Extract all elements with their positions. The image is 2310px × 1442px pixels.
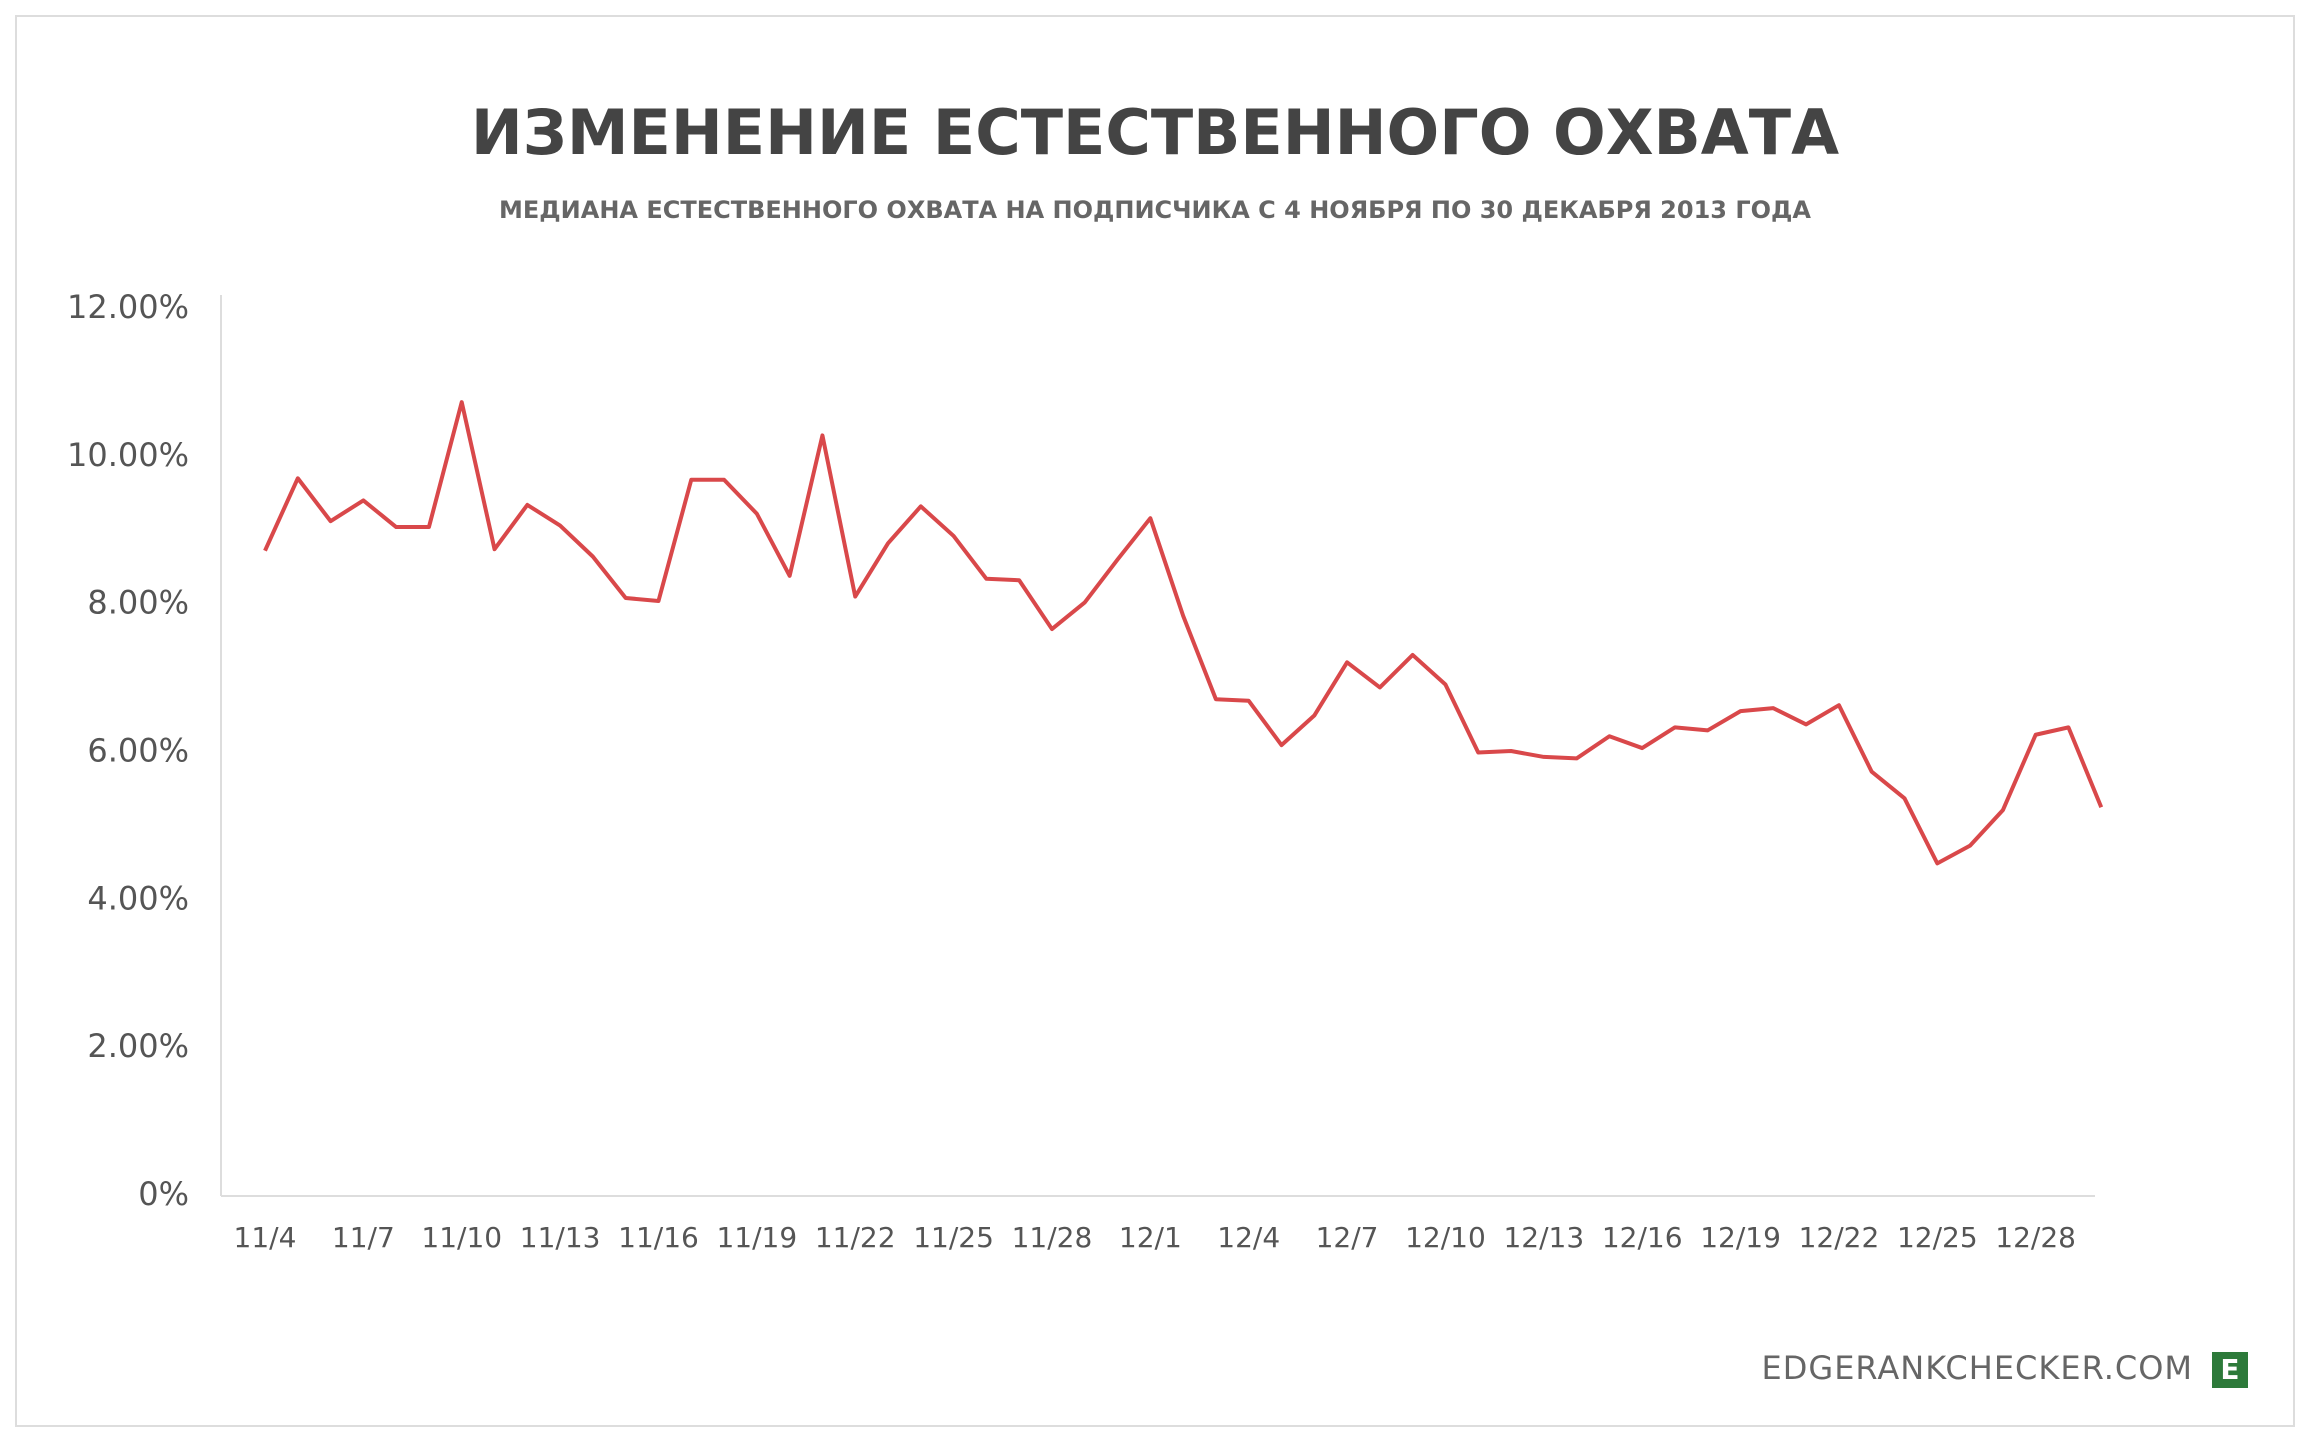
- source: EDGERANKCHECKER.COM: [1762, 1349, 2193, 1387]
- frame: [15, 15, 2295, 1427]
- y-tick-label: 4.00%: [87, 879, 189, 917]
- chart-title: ИЗМЕНЕНИЕ ЕСТЕСТВЕННОГО ОХВАТА: [471, 96, 1839, 169]
- x-tick-label: 12/16: [1602, 1221, 1683, 1254]
- logo: E: [2220, 1353, 2239, 1386]
- x-tick-label: 11/19: [716, 1221, 797, 1254]
- chart-subtitle: МЕДИАНА ЕСТЕСТВЕННОГО ОХВАТА НА ПОДПИСЧИ…: [499, 196, 1811, 224]
- y-tick-label: 8.00%: [87, 584, 189, 622]
- x-tick-label: 12/13: [1503, 1221, 1584, 1254]
- x-tick-label: 12/10: [1405, 1221, 1486, 1254]
- y-tick-label: 2.00%: [87, 1027, 189, 1065]
- x-tick-label: 11/7: [332, 1221, 395, 1254]
- x-tick-label: 11/28: [1012, 1221, 1093, 1254]
- x-tick-label: 11/25: [913, 1221, 994, 1254]
- y-tick-label: 6.00%: [87, 732, 189, 770]
- x-tick-label: 12/28: [1995, 1221, 2076, 1254]
- y-tick-label: 12.00%: [67, 288, 189, 326]
- x-tick-label: 11/16: [618, 1221, 699, 1254]
- x-tick-label: 12/7: [1316, 1221, 1379, 1254]
- logo-box: [2212, 1352, 2248, 1388]
- x-tick-label: 12/25: [1897, 1221, 1978, 1254]
- data-line: [263, 400, 2104, 866]
- x-tick-label: 11/4: [234, 1221, 297, 1254]
- x-tick-label: 12/22: [1799, 1221, 1880, 1254]
- x-tick-label: 11/13: [520, 1221, 601, 1254]
- x-tick-label: 11/10: [421, 1221, 502, 1254]
- x-tick-label: 12/1: [1119, 1221, 1182, 1254]
- x-tick-label: 12/19: [1700, 1221, 1781, 1254]
- x-tick-label: 11/22: [815, 1221, 896, 1254]
- y-tick-label: 0%: [138, 1175, 189, 1213]
- y-tick-label: 10.00%: [67, 436, 189, 474]
- x-tick-label: 12/4: [1217, 1221, 1280, 1254]
